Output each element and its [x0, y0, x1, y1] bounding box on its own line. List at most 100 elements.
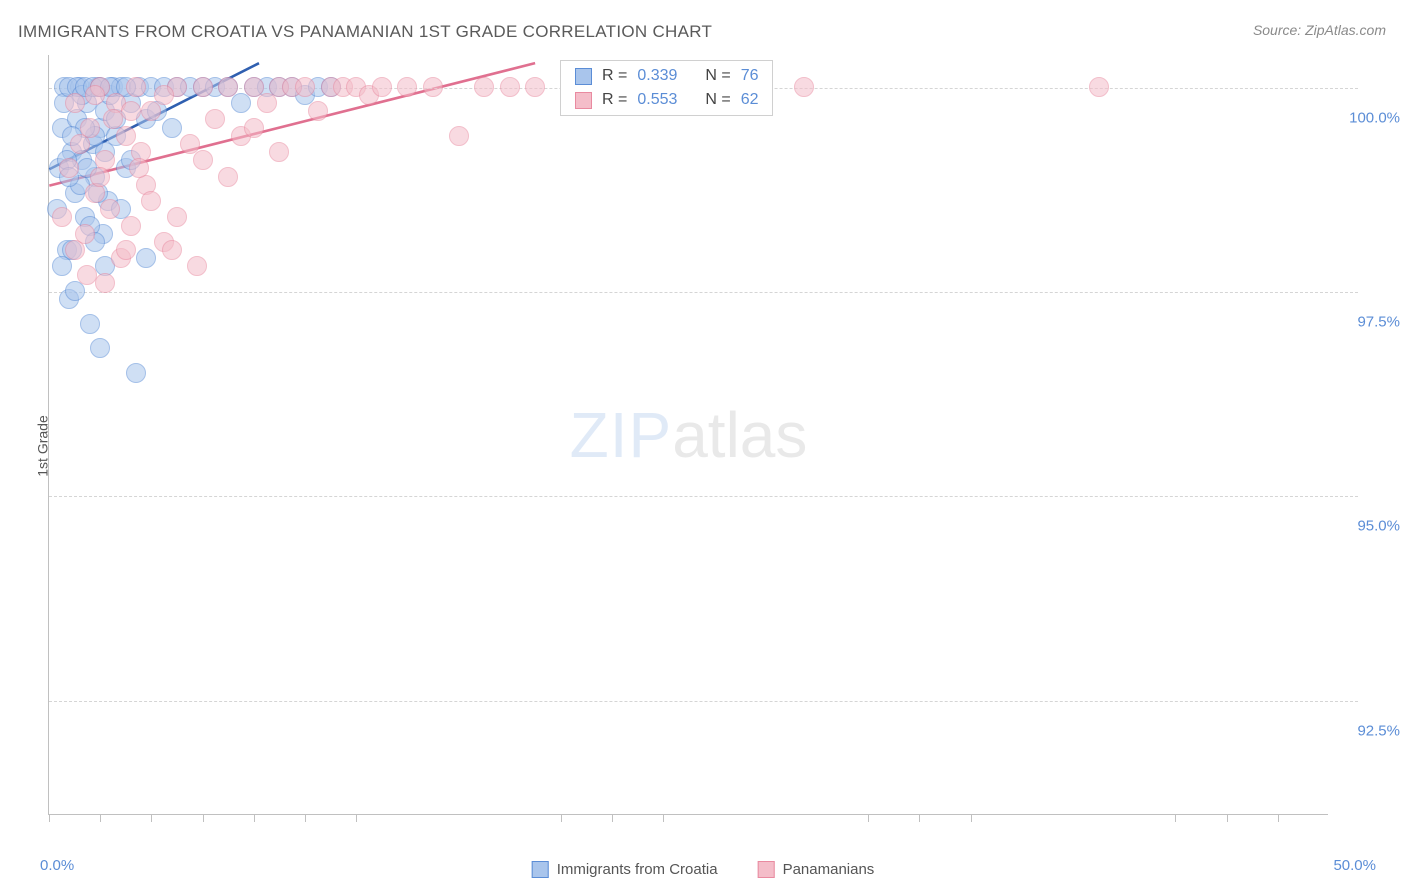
legend-label: Panamanians — [783, 861, 875, 878]
x-tick — [612, 814, 613, 822]
n-label: N = — [705, 91, 730, 109]
data-point-panama — [80, 118, 100, 138]
data-point-panama — [295, 77, 315, 97]
data-point-panama — [85, 85, 105, 105]
swatch-icon — [575, 68, 592, 85]
x-tick — [561, 814, 562, 822]
data-point-panama — [167, 207, 187, 227]
r-label: R = — [602, 91, 627, 109]
n-value: 62 — [741, 91, 759, 109]
y-tick-label: 100.0% — [1349, 109, 1400, 126]
x-axis-max-label: 50.0% — [1333, 857, 1376, 874]
data-point-panama — [75, 224, 95, 244]
x-tick — [1175, 814, 1176, 822]
legend-label: Immigrants from Croatia — [557, 861, 718, 878]
data-point-panama — [90, 167, 110, 187]
data-point-panama — [65, 93, 85, 113]
gridline-h — [49, 292, 1358, 293]
gridline-h — [49, 701, 1358, 702]
r-value: 0.553 — [637, 91, 689, 109]
x-tick — [1278, 814, 1279, 822]
data-point-panama — [257, 93, 277, 113]
x-tick — [49, 814, 50, 822]
x-tick — [305, 814, 306, 822]
chart-container: IMMIGRANTS FROM CROATIA VS PANAMANIAN 1S… — [0, 0, 1406, 892]
x-tick — [151, 814, 152, 822]
x-tick — [203, 814, 204, 822]
data-point-panama — [308, 101, 328, 121]
data-point-panama — [205, 109, 225, 129]
data-point-panama — [121, 101, 141, 121]
r-label: R = — [602, 67, 627, 85]
n-value: 76 — [741, 67, 759, 85]
data-point-panama — [474, 77, 494, 97]
data-point-panama — [154, 85, 174, 105]
data-point-panama — [95, 273, 115, 293]
y-tick-label: 97.5% — [1357, 313, 1400, 330]
data-point-panama — [162, 240, 182, 260]
data-point-croatia — [231, 93, 251, 113]
plot-area: ZIPatlas 100.0%97.5%95.0%92.5% — [48, 55, 1328, 815]
y-tick-label: 92.5% — [1357, 722, 1400, 739]
data-point-croatia — [90, 338, 110, 358]
x-tick — [100, 814, 101, 822]
x-tick — [868, 814, 869, 822]
data-point-panama — [116, 240, 136, 260]
x-tick — [1227, 814, 1228, 822]
data-point-panama — [187, 256, 207, 276]
data-point-croatia — [65, 281, 85, 301]
data-point-panama — [449, 126, 469, 146]
x-tick — [663, 814, 664, 822]
source-label: Source: ZipAtlas.com — [1253, 22, 1386, 38]
watermark-zip: ZIP — [570, 399, 673, 471]
x-tick — [971, 814, 972, 822]
chart-title: IMMIGRANTS FROM CROATIA VS PANAMANIAN 1S… — [18, 22, 712, 42]
y-tick-label: 95.0% — [1357, 518, 1400, 535]
correlation-legend-box: R = 0.339 N = 76 R = 0.553 N = 62 — [560, 60, 773, 116]
data-point-panama — [141, 101, 161, 121]
data-point-panama — [129, 158, 149, 178]
data-point-panama — [126, 77, 146, 97]
data-point-panama — [397, 77, 417, 97]
legend-item-panama: Panamanians — [758, 861, 875, 878]
data-point-panama — [100, 199, 120, 219]
data-point-panama — [372, 77, 392, 97]
data-point-panama — [423, 77, 443, 97]
data-point-panama — [218, 77, 238, 97]
data-point-panama — [500, 77, 520, 97]
data-point-panama — [244, 118, 264, 138]
r-value: 0.339 — [637, 67, 689, 85]
gridline-h — [49, 496, 1358, 497]
data-point-croatia — [80, 314, 100, 334]
correlation-row-croatia: R = 0.339 N = 76 — [575, 67, 758, 85]
data-point-croatia — [126, 363, 146, 383]
swatch-icon — [575, 92, 592, 109]
data-point-croatia — [162, 118, 182, 138]
x-tick — [919, 814, 920, 822]
data-point-panama — [218, 167, 238, 187]
swatch-icon — [758, 861, 775, 878]
legend-item-croatia: Immigrants from Croatia — [532, 861, 718, 878]
bottom-legend: Immigrants from Croatia Panamanians — [532, 861, 875, 878]
watermark-atlas: atlas — [672, 399, 807, 471]
x-tick — [356, 814, 357, 822]
data-point-panama — [193, 150, 213, 170]
data-point-panama — [193, 77, 213, 97]
data-point-panama — [141, 191, 161, 211]
data-point-panama — [1089, 77, 1109, 97]
data-point-panama — [52, 207, 72, 227]
x-tick — [254, 814, 255, 822]
swatch-icon — [532, 861, 549, 878]
data-point-croatia — [52, 256, 72, 276]
correlation-row-panama: R = 0.553 N = 62 — [575, 91, 758, 109]
data-point-panama — [269, 142, 289, 162]
n-label: N = — [705, 67, 730, 85]
x-axis-min-label: 0.0% — [40, 857, 74, 874]
data-point-panama — [116, 126, 136, 146]
data-point-panama — [794, 77, 814, 97]
data-point-panama — [59, 158, 79, 178]
data-point-panama — [121, 216, 141, 236]
data-point-panama — [525, 77, 545, 97]
watermark: ZIPatlas — [570, 398, 808, 472]
data-point-croatia — [136, 248, 156, 268]
